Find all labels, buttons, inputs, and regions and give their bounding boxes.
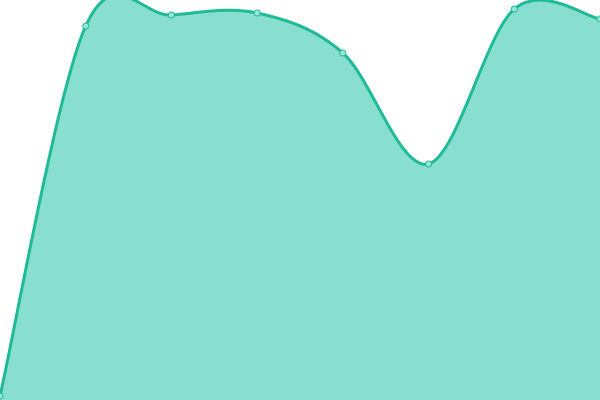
data-point [510,5,518,13]
data-point [253,9,261,17]
data-point [82,22,90,30]
data-point [339,49,347,57]
data-point [596,15,600,23]
data-point [425,160,433,168]
data-points [0,5,600,400]
data-point [167,11,175,19]
data-point [0,392,4,400]
